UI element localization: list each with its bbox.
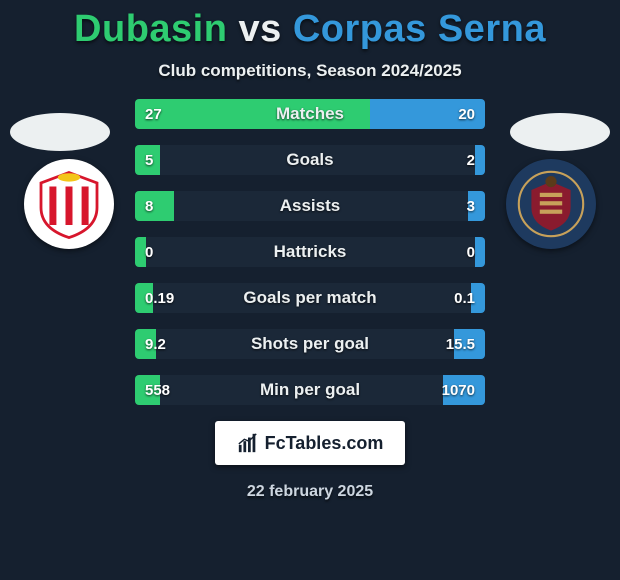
stat-row: Min per goal558 1070 (135, 375, 485, 405)
stat-label: Matches (135, 99, 485, 129)
stat-value-left: 0.19 (145, 283, 174, 313)
stat-value-left: 558 (145, 375, 170, 405)
player2-silhouette (510, 113, 610, 151)
comparison-title: Dubasin vs Corpas Serna (0, 0, 620, 51)
subtitle: Club competitions, Season 2024/2025 (0, 61, 620, 81)
eibar-crest-icon (516, 169, 586, 239)
stat-row: Hattricks0 0 (135, 237, 485, 267)
chart-icon (237, 432, 259, 454)
stat-row: Shots per goal9.2 15.5 (135, 329, 485, 359)
team-badge-right (506, 159, 596, 249)
stat-value-left: 8 (145, 191, 153, 221)
stat-value-left: 5 (145, 145, 153, 175)
stat-label: Min per goal (135, 375, 485, 405)
stat-row: Matches27 20 (135, 99, 485, 129)
stat-rows: Matches27 20 Goals5 2 Assists8 3 Hattricks0 0 Go… (135, 99, 485, 405)
stat-row: Goals5 2 (135, 145, 485, 175)
comparison-arena: Matches27 20 Goals5 2 Assists8 3 Hattricks0 0 Go… (0, 99, 620, 405)
player1-name: Dubasin (74, 8, 227, 50)
date-text: 22 february 2025 (0, 483, 620, 501)
stat-value-right: 0 (467, 237, 475, 267)
brand-text: FcTables.com (265, 433, 384, 454)
player2-name: Corpas Serna (293, 8, 546, 50)
vs-text: vs (239, 8, 282, 50)
stat-value-left: 27 (145, 99, 162, 129)
stat-value-right: 2 (467, 145, 475, 175)
stat-label: Assists (135, 191, 485, 221)
stat-value-right: 0.1 (454, 283, 475, 313)
stat-value-right: 15.5 (446, 329, 475, 359)
team-badge-left (24, 159, 114, 249)
stat-label: Goals (135, 145, 485, 175)
stat-row: Goals per match0.19 0.1 (135, 283, 485, 313)
stat-value-right: 3 (467, 191, 475, 221)
stat-row: Assists8 3 (135, 191, 485, 221)
stat-label: Shots per goal (135, 329, 485, 359)
sporting-gijon-crest-icon (34, 169, 104, 239)
player1-silhouette (10, 113, 110, 151)
stat-label: Hattricks (135, 237, 485, 267)
stat-value-left: 0 (145, 237, 153, 267)
brand-badge: FcTables.com (215, 421, 405, 465)
stat-value-right: 20 (458, 99, 475, 129)
stat-value-left: 9.2 (145, 329, 166, 359)
stat-value-right: 1070 (442, 375, 475, 405)
stat-label: Goals per match (135, 283, 485, 313)
